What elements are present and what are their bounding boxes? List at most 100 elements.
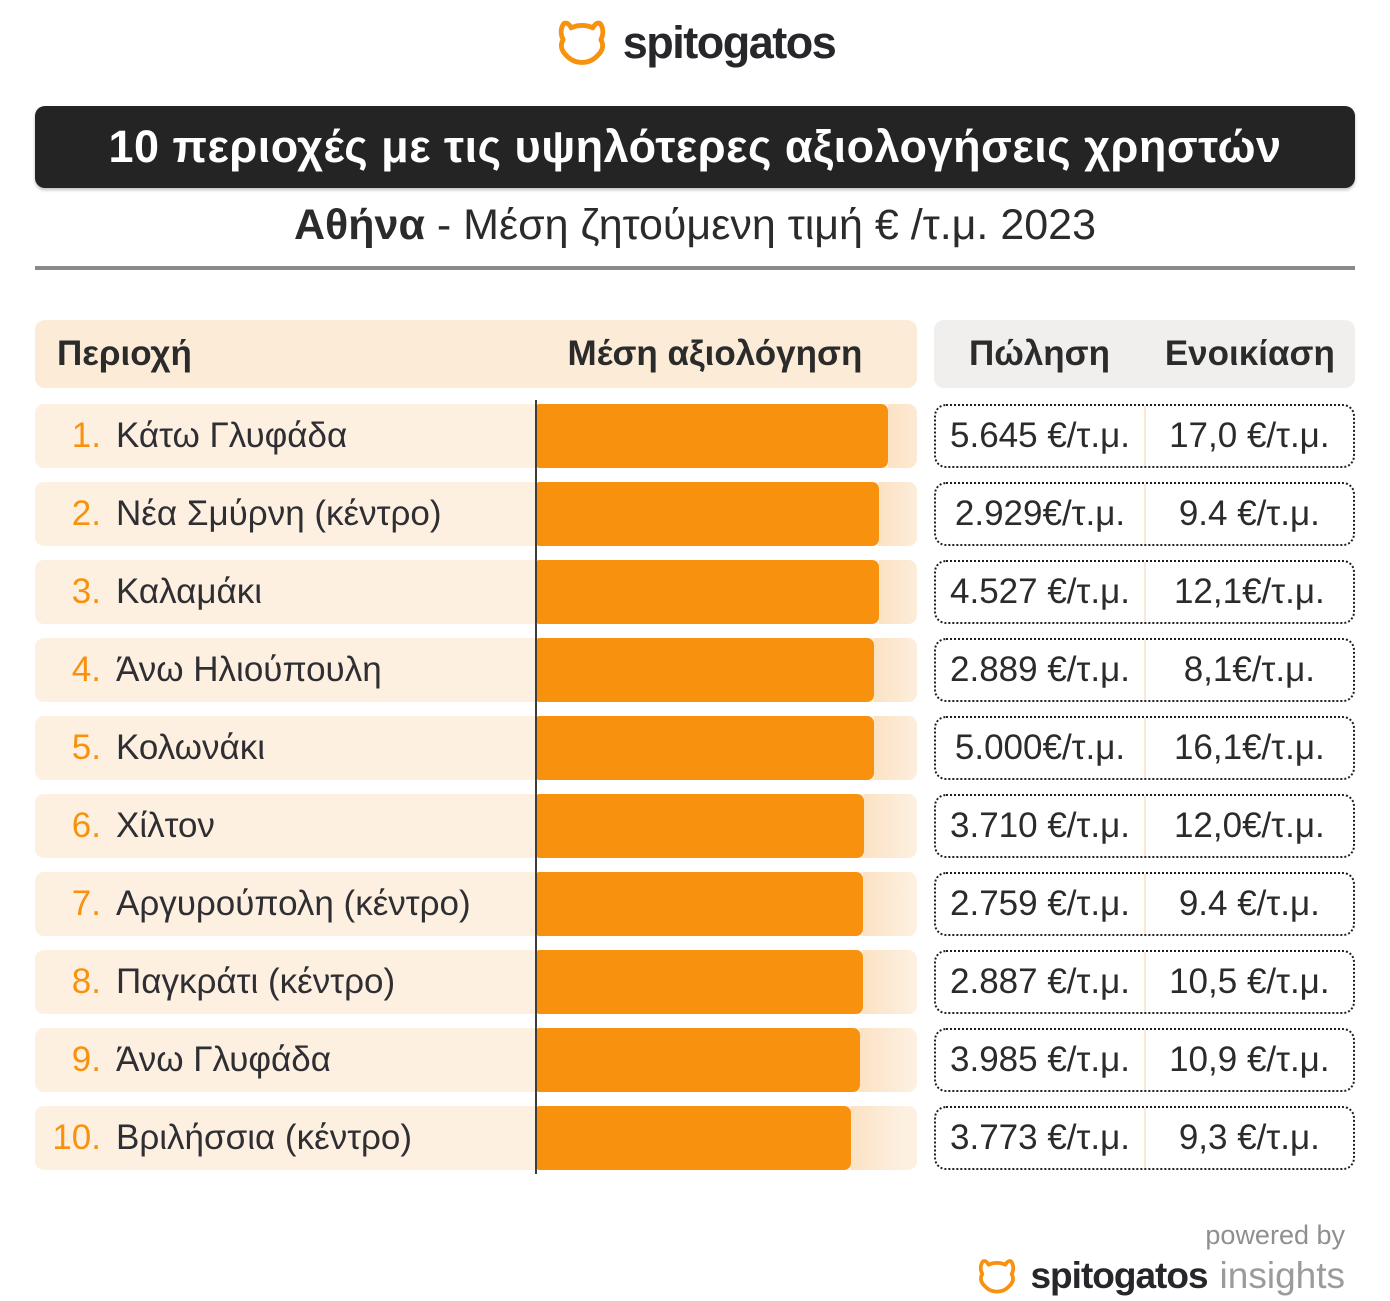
sale-price: 4.527 €/τ.μ. — [936, 562, 1146, 622]
rating-bar-track — [537, 716, 918, 780]
rating-bar-track — [537, 638, 918, 702]
area-name: Χίλτον — [116, 806, 215, 845]
area-name: Κάτω Γλυφάδα — [116, 416, 348, 455]
rating-bar — [537, 1028, 913, 1092]
area-row-panel: 10. Βριλήσσια (κέντρο) — [35, 1106, 918, 1170]
rent-price: 16,1€/τ.μ. — [1173, 728, 1325, 767]
rating-bar-track — [537, 872, 917, 936]
table-row: 5. Κολωνάκι 5.000€/τ.μ. 16,1€/τ.μ. — [35, 716, 1355, 780]
rent-price: 9.4 €/τ.μ. — [1178, 884, 1320, 923]
divider-rule — [35, 266, 1355, 270]
rating-bar — [537, 716, 918, 780]
page-title: 10 περιοχές με τις υψηλότερες αξιολογήσε… — [108, 121, 1282, 172]
rating-bar — [537, 560, 918, 624]
rent-price: 9.4 €/τ.μ. — [1178, 494, 1320, 533]
sale-price: 2.759 €/τ.μ. — [936, 874, 1146, 934]
rank-number: 9. — [71, 1040, 101, 1079]
area-row-panel: 4. Άνω Ηλιούπουλη — [35, 638, 918, 702]
rank-number: 8. — [71, 962, 101, 1001]
price-box: 3.773 €/τ.μ. 9,3 €/τ.μ. — [934, 1106, 1355, 1170]
rating-bar — [537, 950, 916, 1014]
table-rows: 1. Κάτω Γλυφάδα 5.645 €/τ.μ. 17,0 €/τ.μ.… — [35, 400, 1355, 1174]
title-banner: 10 περιοχές με τις υψηλότερες αξιολογήσε… — [35, 106, 1355, 188]
rent-price: 17,0 €/τ.μ. — [1169, 416, 1330, 455]
price-box: 2.887 €/τ.μ. 10,5 €/τ.μ. — [934, 950, 1355, 1014]
subtitle-metric: - Μέση ζητούμενη τιμή € /τ.μ. 2023 — [424, 201, 1096, 249]
area-row-panel: 3. Καλαμάκι — [35, 560, 918, 624]
rating-bar-track — [537, 482, 918, 546]
table-header: Περιοχή Μέση αξιολόγηση Πώληση Ενοικίαση — [35, 320, 1355, 388]
rank-number: 5. — [71, 728, 101, 767]
footer-brand-wordmark: spitogatos — [1030, 1255, 1208, 1296]
footer: powered by spitogatos insights — [0, 1220, 1345, 1297]
logo-wordmark: spitogatos — [622, 17, 837, 68]
column-header-sale: Πώληση — [969, 334, 1111, 373]
sale-price: 3.985 €/τ.μ. — [936, 1030, 1146, 1090]
ranking-table: Περιοχή Μέση αξιολόγηση Πώληση Ενοικίαση… — [35, 320, 1355, 1174]
table-row: 1. Κάτω Γλυφάδα 5.645 €/τ.μ. 17,0 €/τ.μ. — [35, 404, 1355, 468]
sale-price: 5.645 €/τ.μ. — [936, 406, 1146, 466]
sale-price: 3.773 €/τ.μ. — [936, 1108, 1146, 1168]
app-logo: spitogatos — [0, 0, 1390, 72]
area-name: Άνω Ηλιούπουλη — [116, 650, 382, 689]
table-row: 2. Νέα Σμύρνη (κέντρο) 2.929€/τ.μ. 9.4 €… — [35, 482, 1355, 546]
rank-number: 2. — [71, 494, 101, 533]
area-name: Καλαμάκι — [116, 572, 263, 611]
area-row-panel: 5. Κολωνάκι — [35, 716, 918, 780]
rating-bar-track — [537, 950, 917, 1014]
rent-price: 10,5 €/τ.μ. — [1169, 962, 1330, 1001]
rent-price: 12,1€/τ.μ. — [1173, 572, 1325, 611]
area-row-panel: 6. Χίλτον — [35, 794, 918, 858]
area-name: Βριλήσσια (κέντρο) — [116, 1118, 413, 1157]
rating-bar — [537, 404, 918, 468]
table-row: 4. Άνω Ηλιούπουλη 2.889 €/τ.μ. 8,1€/τ.μ. — [35, 638, 1355, 702]
price-box: 5.000€/τ.μ. 16,1€/τ.μ. — [934, 716, 1355, 780]
rank-number: 1. — [71, 416, 101, 455]
rating-bar — [537, 482, 918, 546]
sale-price: 3.710 €/τ.μ. — [936, 796, 1146, 856]
cat-logo-icon — [979, 1258, 1016, 1294]
area-name: Αργυρούπολη (κέντρο) — [116, 884, 471, 923]
price-box: 2.929€/τ.μ. 9.4 €/τ.μ. — [934, 482, 1355, 546]
price-box: 4.527 €/τ.μ. 12,1€/τ.μ. — [934, 560, 1355, 624]
cat-logo-icon — [558, 20, 605, 65]
column-header-rent: Ενοικίαση — [1164, 334, 1335, 373]
rank-number: 7. — [71, 884, 101, 923]
rent-price: 12,0€/τ.μ. — [1173, 806, 1325, 845]
price-box: 3.985 €/τ.μ. 10,9 €/τ.μ. — [934, 1028, 1355, 1092]
column-header-rating: Μέση αξιολόγηση — [567, 334, 863, 373]
sale-price: 2.929€/τ.μ. — [936, 484, 1146, 544]
area-name: Κολωνάκι — [116, 728, 266, 767]
sale-price: 2.887 €/τ.μ. — [936, 952, 1146, 1012]
table-row: 10. Βριλήσσια (κέντρο) 3.773 €/τ.μ. 9,3 … — [35, 1106, 1355, 1170]
rating-bar — [537, 1106, 903, 1170]
price-box: 3.710 €/τ.μ. 12,0€/τ.μ. — [934, 794, 1355, 858]
area-row-panel: 8. Παγκράτι (κέντρο) — [35, 950, 918, 1014]
rank-number: 10. — [52, 1118, 101, 1157]
rating-bar-track — [537, 404, 918, 468]
area-row-panel: 9. Άνω Γλυφάδα — [35, 1028, 918, 1092]
column-header-area: Περιοχή — [57, 334, 192, 373]
table-row: 6. Χίλτον 3.710 €/τ.μ. 12,0€/τ.μ. — [35, 794, 1355, 858]
price-box: 2.759 €/τ.μ. 9.4 €/τ.μ. — [934, 872, 1355, 936]
area-name: Νέα Σμύρνη (κέντρο) — [116, 494, 442, 533]
footer-insights-label: insights — [1219, 1255, 1345, 1296]
area-name: Άνω Γλυφάδα — [116, 1040, 332, 1079]
table-row: 7. Αργυρούπολη (κέντρο) 2.759 €/τ.μ. 9.4… — [35, 872, 1355, 936]
rank-number: 3. — [71, 572, 101, 611]
table-header-left: Περιοχή Μέση αξιολόγηση — [35, 320, 918, 388]
table-header-right: Πώληση Ενοικίαση — [934, 320, 1355, 388]
rating-bar-track — [537, 560, 918, 624]
rating-bar — [537, 638, 918, 702]
price-box: 2.889 €/τ.μ. 8,1€/τ.μ. — [934, 638, 1355, 702]
sale-price: 2.889 €/τ.μ. — [936, 640, 1146, 700]
table-row: 3. Καλαμάκι 4.527 €/τ.μ. 12,1€/τ.μ. — [35, 560, 1355, 624]
area-name: Παγκράτι (κέντρο) — [116, 962, 396, 1001]
rating-bar-track — [537, 1028, 917, 1092]
footer-brand-row: spitogatos insights — [0, 1255, 1345, 1297]
rank-number: 6. — [71, 806, 101, 845]
rent-price: 9,3 €/τ.μ. — [1178, 1118, 1320, 1157]
rating-bar-track — [537, 794, 917, 858]
rating-bar — [537, 872, 916, 936]
rating-bar — [537, 794, 916, 858]
